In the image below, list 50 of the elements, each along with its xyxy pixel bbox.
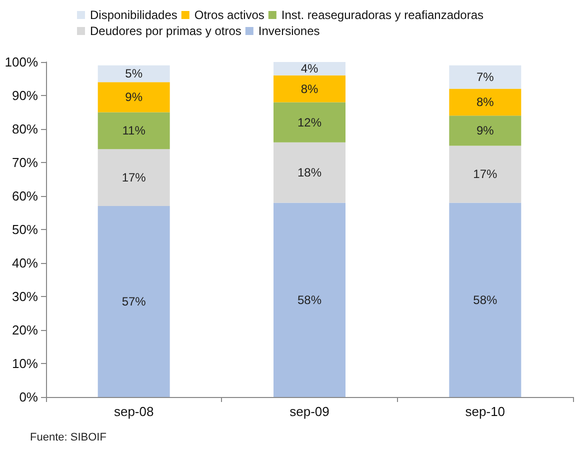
bar <box>98 112 170 150</box>
data-label: 57% <box>122 294 146 309</box>
data-label: 9% <box>125 90 143 104</box>
y-tick-label: 70% <box>12 155 38 170</box>
y-tick-label: 30% <box>12 289 38 304</box>
y-tick-label: 20% <box>12 322 38 338</box>
bar <box>449 116 522 146</box>
legend-label: Inversiones <box>258 24 320 38</box>
legend-label: Inst. reaseguradoras y reafianzadoras <box>281 8 484 22</box>
legend-label: Otros activos <box>194 8 264 22</box>
data-label: 58% <box>473 292 498 307</box>
bar <box>98 82 170 112</box>
data-label: 5% <box>125 66 143 81</box>
y-tick-label: 10% <box>12 356 38 371</box>
y-tick-label: 90% <box>12 88 38 103</box>
data-label: 8% <box>476 95 494 110</box>
bar <box>274 142 346 203</box>
x-tick-label: sep-10 <box>465 404 506 419</box>
bar <box>449 65 522 89</box>
data-label: 18% <box>297 166 322 180</box>
bar <box>274 202 346 397</box>
data-label: 11% <box>122 124 146 138</box>
bar <box>274 75 346 102</box>
y-tick-label: 50% <box>12 222 38 237</box>
x-tick-label: sep-09 <box>290 404 330 419</box>
bar <box>449 88 522 116</box>
bar <box>274 102 346 142</box>
bar <box>98 206 170 397</box>
legend-label: Disponibilidades <box>90 8 178 22</box>
data-label: 17% <box>122 170 146 185</box>
data-label: 7% <box>476 70 494 84</box>
y-tick-label: 0% <box>19 390 38 404</box>
data-label: 9% <box>476 124 494 138</box>
bar <box>98 65 170 82</box>
y-tick-label: 60% <box>12 188 38 204</box>
bar <box>274 62 346 76</box>
legend-label: Deudores por primas y otros <box>90 24 242 38</box>
bar <box>449 202 522 397</box>
y-tick-label: 40% <box>12 256 38 270</box>
data-label: 12% <box>297 115 322 130</box>
data-label: 17% <box>473 167 498 182</box>
data-label: 58% <box>297 292 322 307</box>
y-tick-label: 100% <box>4 54 38 70</box>
x-tick-label: sep-08 <box>114 404 154 419</box>
bar <box>98 149 170 206</box>
data-label: 4% <box>300 62 318 76</box>
data-label: 8% <box>300 82 318 96</box>
y-tick-label: 80% <box>12 122 38 136</box>
source-note: Fuente: SIBOIF <box>30 432 107 444</box>
bar <box>449 146 522 203</box>
